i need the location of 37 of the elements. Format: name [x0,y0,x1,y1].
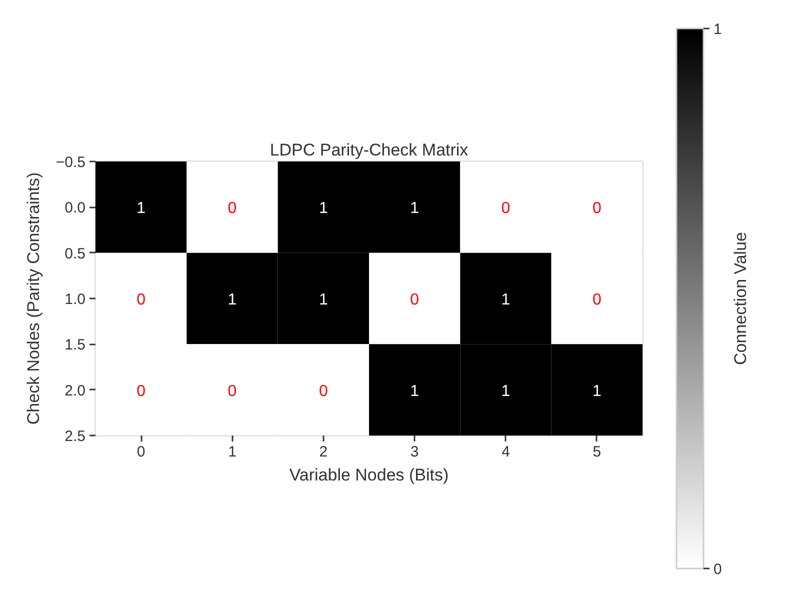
data-label: 0 [501,200,510,218]
data-label: 0 [136,382,146,400]
x-tick-label: 3 [410,444,419,460]
data-label: 1 [410,382,420,400]
data-label: 1 [228,292,237,308]
y-tick-label: −0.5 [56,154,86,171]
data-label: 0 [228,382,237,400]
data-label: 1 [410,200,420,218]
data-label: 0 [410,292,420,308]
x-tick-label: 4 [502,444,510,460]
x-axis-title: Variable Nodes (Bits) [289,466,449,484]
data-label: 1 [501,382,510,400]
data-label: 0 [136,292,146,308]
data-label: 1 [318,200,328,218]
data-label: 1 [136,200,146,218]
color-bar-title: Connection Value [731,232,750,365]
color-bar-label: 0 [714,561,722,578]
data-label: 0 [592,292,602,308]
data-label: 0 [228,200,237,218]
color-bar-label: 1 [714,21,722,38]
data-label: 1 [592,382,602,400]
y-tick-label: 1.5 [64,336,86,354]
y-tick-label: 0.5 [64,245,86,262]
y-tick-label: 0.0 [64,200,86,217]
data-label: 1 [501,292,510,308]
y-tick-label: 1.0 [64,291,86,308]
x-tick-label: 0 [136,444,146,460]
data-label: 0 [318,382,328,400]
x-tick-label: 2 [319,444,328,460]
y-axis-title: Check Nodes (Parity Constraints) [24,172,43,425]
data-label: 0 [592,200,602,218]
chart-title: LDPC Parity-Check Matrix [270,140,469,160]
x-tick-label: 1 [228,444,236,460]
y-tick-label: 2.0 [64,382,86,400]
x-tick-label: 5 [592,444,602,460]
data-label: 1 [318,292,328,308]
y-tick-label: 2.5 [64,428,86,445]
